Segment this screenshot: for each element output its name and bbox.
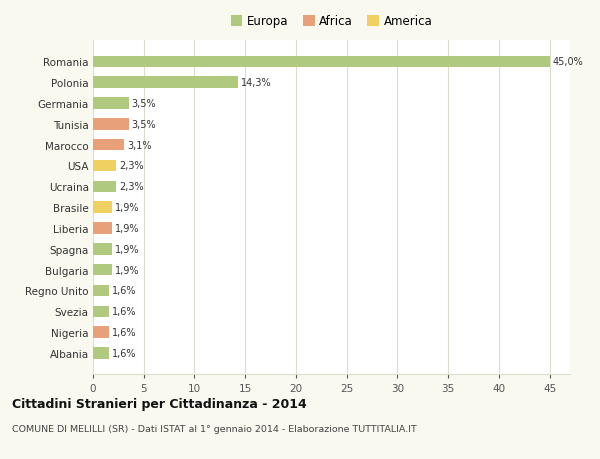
Text: 3,5%: 3,5% bbox=[131, 119, 156, 129]
Legend: Europa, Africa, America: Europa, Africa, America bbox=[226, 11, 437, 33]
Text: 45,0%: 45,0% bbox=[553, 57, 583, 67]
Text: 3,1%: 3,1% bbox=[128, 140, 152, 150]
Text: 1,6%: 1,6% bbox=[112, 348, 137, 358]
Bar bbox=[93, 306, 109, 317]
Bar bbox=[93, 98, 128, 109]
Text: 1,9%: 1,9% bbox=[115, 265, 140, 275]
Text: 1,9%: 1,9% bbox=[115, 224, 140, 234]
Text: 1,6%: 1,6% bbox=[112, 327, 137, 337]
Text: 1,9%: 1,9% bbox=[115, 203, 140, 213]
Text: 1,9%: 1,9% bbox=[115, 244, 140, 254]
Bar bbox=[93, 285, 109, 297]
Bar bbox=[93, 119, 128, 130]
Bar bbox=[93, 223, 112, 234]
Bar bbox=[93, 77, 238, 89]
Text: 1,6%: 1,6% bbox=[112, 307, 137, 317]
Bar bbox=[93, 244, 112, 255]
Bar bbox=[93, 160, 116, 172]
Text: Cittadini Stranieri per Cittadinanza - 2014: Cittadini Stranieri per Cittadinanza - 2… bbox=[12, 397, 307, 410]
Text: 2,3%: 2,3% bbox=[119, 161, 144, 171]
Text: 1,6%: 1,6% bbox=[112, 286, 137, 296]
Bar bbox=[93, 181, 116, 193]
Text: COMUNE DI MELILLI (SR) - Dati ISTAT al 1° gennaio 2014 - Elaborazione TUTTITALIA: COMUNE DI MELILLI (SR) - Dati ISTAT al 1… bbox=[12, 425, 417, 434]
Text: 2,3%: 2,3% bbox=[119, 182, 144, 192]
Bar bbox=[93, 264, 112, 276]
Text: 14,3%: 14,3% bbox=[241, 78, 272, 88]
Bar bbox=[93, 56, 550, 68]
Text: 3,5%: 3,5% bbox=[131, 99, 156, 109]
Bar bbox=[93, 327, 109, 338]
Bar bbox=[93, 202, 112, 213]
Bar bbox=[93, 140, 124, 151]
Bar bbox=[93, 347, 109, 359]
